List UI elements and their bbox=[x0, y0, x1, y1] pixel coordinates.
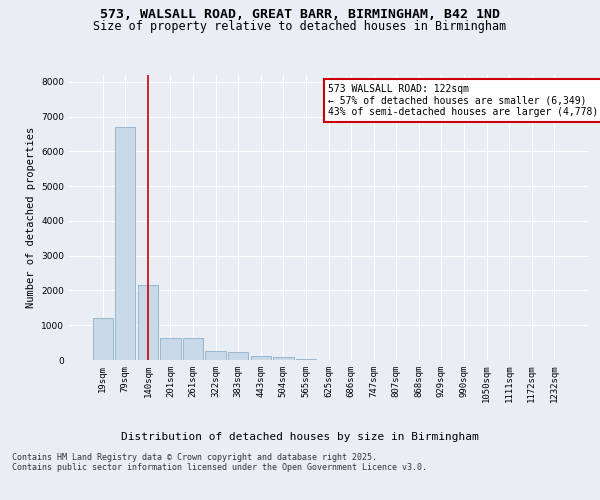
Text: Distribution of detached houses by size in Birmingham: Distribution of detached houses by size … bbox=[121, 432, 479, 442]
Bar bbox=[296, 358, 316, 360]
Text: Contains public sector information licensed under the Open Government Licence v3: Contains public sector information licen… bbox=[12, 464, 427, 472]
Bar bbox=[228, 352, 248, 360]
Bar bbox=[183, 338, 203, 360]
Bar bbox=[251, 356, 271, 360]
Text: Size of property relative to detached houses in Birmingham: Size of property relative to detached ho… bbox=[94, 20, 506, 33]
Bar bbox=[138, 286, 158, 360]
Bar bbox=[115, 127, 136, 360]
Bar bbox=[273, 357, 293, 360]
Text: Contains HM Land Registry data © Crown copyright and database right 2025.: Contains HM Land Registry data © Crown c… bbox=[12, 454, 377, 462]
Text: 573 WALSALL ROAD: 122sqm
← 57% of detached houses are smaller (6,349)
43% of sem: 573 WALSALL ROAD: 122sqm ← 57% of detach… bbox=[329, 84, 600, 116]
Bar bbox=[92, 318, 113, 360]
Text: 573, WALSALL ROAD, GREAT BARR, BIRMINGHAM, B42 1ND: 573, WALSALL ROAD, GREAT BARR, BIRMINGHA… bbox=[100, 8, 500, 20]
Bar bbox=[205, 352, 226, 360]
Y-axis label: Number of detached properties: Number of detached properties bbox=[26, 127, 35, 308]
Bar bbox=[160, 338, 181, 360]
